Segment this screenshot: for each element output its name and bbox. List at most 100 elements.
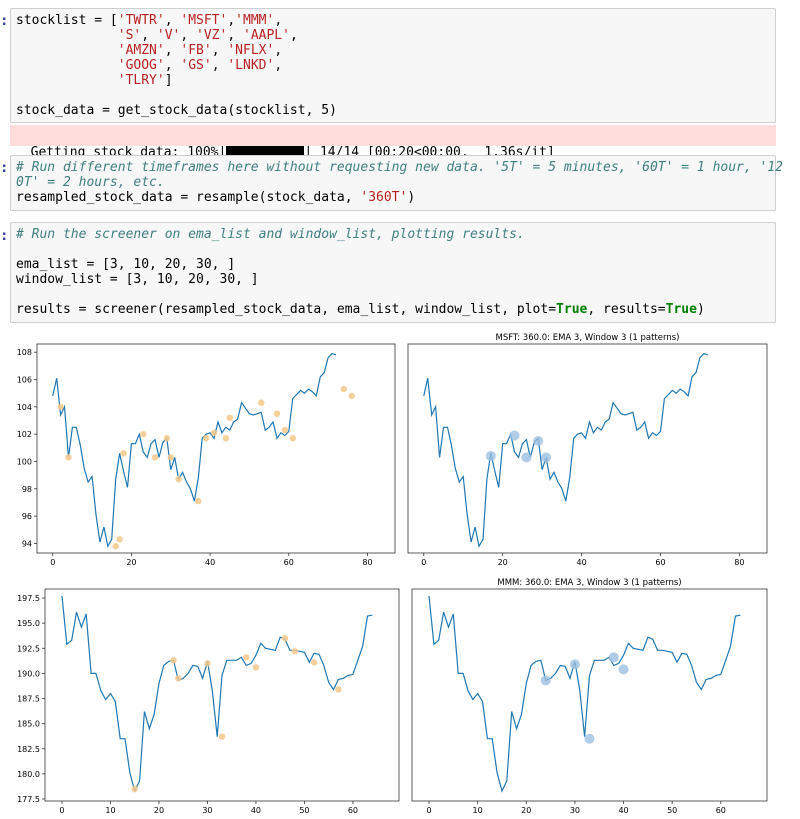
code-line: 'AMZN', 'FB', 'NFLX', — [16, 43, 770, 58]
x-tick-label: 60 — [655, 558, 665, 567]
code-line: results = screener(resampled_stock_data,… — [16, 302, 770, 317]
x-tick-label: 40 — [576, 558, 586, 567]
chart-0: 0 20 40 60 80 94 96 98 100 102 104 106 108 — [17, 343, 396, 567]
code-line: resampled_stock_data = resample(stock_da… — [16, 190, 770, 205]
pattern-marker — [163, 435, 171, 442]
pattern-marker — [202, 435, 210, 442]
pattern-marker — [521, 452, 532, 463]
y-tick-label: 100 — [17, 457, 32, 466]
cell-prompt: : — [0, 13, 9, 29]
code-token: 'TWTR' — [117, 13, 165, 28]
pattern-marker — [310, 659, 318, 666]
code-token: stocklist = [ — [16, 13, 118, 28]
x-tick-label: 40 — [205, 558, 215, 567]
code-token: , — [274, 58, 283, 73]
chart-title: MSFT: 360.0: EMA 3, Window 3 (1 patterns… — [496, 333, 680, 343]
code-token: , — [180, 28, 197, 43]
code-line: ema_list = [3, 10, 20, 30, ] — [16, 257, 770, 272]
code-token: window_list = [3, 10, 20, 30, ] — [16, 272, 259, 287]
pattern-marker — [291, 648, 298, 655]
pattern-marker — [210, 429, 218, 436]
pattern-marker — [151, 454, 159, 461]
code-token: 'MSFT' — [180, 13, 228, 28]
code-token — [16, 58, 118, 73]
code-token: 'AAPL' — [243, 28, 290, 43]
y-tick-label: 98 — [22, 485, 32, 494]
pattern-marker — [204, 660, 211, 667]
pattern-marker — [281, 635, 289, 642]
chart-2: 0 10 20 30 40 50 60 177.5 180.0 182.5 185.0 187.5 19… — [17, 588, 400, 815]
pattern-marker — [533, 435, 544, 446]
price-line — [428, 595, 741, 793]
code-token: , — [164, 13, 181, 28]
x-tick-label: 0 — [50, 558, 55, 567]
chart-title: MMM: 360.0: EMA 3, Window 3 (1 patterns) — [497, 578, 681, 588]
code-line: stock_data = get_stock_data(stocklist, 5… — [16, 103, 770, 118]
pattern-marker — [226, 414, 233, 421]
code-token: , — [227, 13, 236, 28]
y-tick-label: 195.0 — [17, 619, 40, 628]
code-token: 'GS' — [180, 58, 212, 73]
y-tick-label: 108 — [17, 348, 32, 357]
pattern-marker — [258, 399, 265, 406]
code-line: stocklist = ['TWTR', 'MSFT','MMM', — [16, 13, 770, 28]
price-line — [423, 352, 708, 548]
code-editor[interactable]: stocklist = ['TWTR', 'MSFT','MMM', 'S', … — [16, 13, 770, 118]
chart-1: MSFT: 360.0: EMA 3, Window 3 (1 patterns… — [407, 333, 768, 567]
pattern-marker — [608, 652, 619, 663]
code-cell-stocklist[interactable]: stocklist = ['TWTR', 'MSFT','MMM', 'S', … — [10, 8, 776, 123]
code-token: 'NFLX' — [227, 43, 275, 58]
code-editor[interactable]: # Run different timeframes here without … — [16, 160, 783, 205]
x-tick-label: 30 — [202, 806, 212, 815]
pattern-marker — [281, 426, 289, 434]
code-token: ) — [696, 302, 705, 317]
pattern-marker — [289, 435, 296, 442]
pattern-marker — [222, 435, 230, 442]
x-tick-label: 20 — [521, 806, 531, 815]
code-token: stock_data = get_stock_data(stocklist, 5… — [16, 103, 337, 118]
pattern-marker — [167, 454, 174, 461]
pattern-marker — [243, 654, 250, 661]
price-line — [61, 595, 373, 793]
pattern-marker — [541, 452, 552, 463]
code-token: , — [164, 43, 181, 58]
code-token: 'FB' — [180, 43, 212, 58]
x-tick-label: 10 — [105, 806, 115, 815]
code-token: ema_list = [3, 10, 20, 30, ] — [16, 257, 236, 272]
pattern-marker — [618, 664, 629, 675]
pattern-marker — [131, 785, 138, 793]
code-cell-resample[interactable]: # Run different timeframes here without … — [10, 155, 783, 211]
pattern-marker — [170, 657, 177, 664]
x-tick-label: 40 — [251, 806, 261, 815]
code-token: , — [164, 58, 181, 73]
x-tick-label: 50 — [299, 806, 309, 815]
progress-output: Getting stock data: 100%| | 14/14 [00:20<… — [10, 125, 776, 160]
pattern-marker — [140, 430, 147, 438]
pattern-marker — [218, 733, 226, 740]
y-tick-label: 177.5 — [17, 795, 40, 804]
pattern-marker — [335, 686, 342, 693]
code-token — [16, 28, 118, 43]
x-tick-label: 0 — [421, 558, 426, 567]
plot-area — [407, 343, 768, 554]
code-token: , — [227, 28, 243, 43]
price-line — [52, 352, 337, 548]
pattern-marker — [116, 536, 123, 543]
code-token: 'S' — [117, 28, 142, 43]
code-line — [16, 287, 770, 302]
pattern-marker — [485, 451, 496, 462]
progress-bar — [226, 146, 305, 157]
plot-area — [411, 588, 768, 802]
y-tick-label: 96 — [22, 512, 32, 521]
x-tick-label: 30 — [570, 806, 580, 815]
chart-3: MMM: 360.0: EMA 3, Window 3 (1 patterns)… — [411, 578, 768, 815]
code-token: , — [274, 13, 283, 28]
pattern-marker — [569, 659, 580, 670]
code-editor[interactable]: # Run the screener on ema_list and windo… — [16, 227, 770, 317]
pattern-marker — [175, 675, 182, 682]
code-token: , — [274, 43, 283, 58]
pattern-marker — [57, 403, 64, 411]
code-token: 'LNKD' — [227, 58, 275, 73]
code-line — [16, 242, 770, 257]
code-cell-screener[interactable]: # Run the screener on ema_list and windo… — [10, 222, 776, 323]
